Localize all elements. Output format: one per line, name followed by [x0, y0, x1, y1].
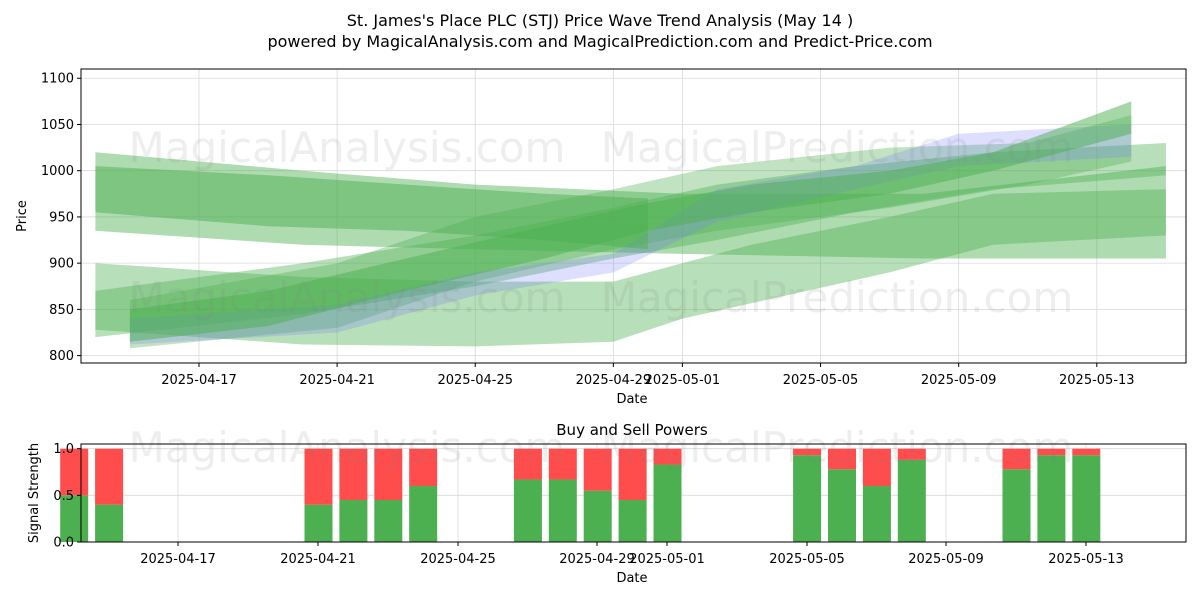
signal-x-tick-label: 2025-04-25 [420, 552, 496, 567]
signal-x-axis-label: Date [616, 571, 647, 586]
buy-power-bar [1072, 455, 1101, 542]
sell-power-bar [548, 448, 577, 480]
signal-x-tick-label: 2025-05-05 [769, 552, 845, 567]
price-y-axis-label: Price [15, 200, 30, 232]
watermark-prediction-bottom: MagicalPrediction.com [601, 423, 1074, 472]
sell-power-bar [1072, 448, 1101, 456]
watermark-analysis-top: MagicalAnalysis.com [129, 123, 566, 172]
price-y-tick-label: 1050 [41, 118, 74, 133]
watermark-analysis-bottom: MagicalAnalysis.com [129, 423, 566, 472]
price-x-tick-label: 2025-05-01 [645, 373, 721, 388]
buy-power-bar [548, 479, 577, 542]
buy-power-bar [374, 500, 403, 542]
signal-panel: Buy and Sell Powers MagicalAnalysis.com … [27, 421, 1187, 586]
signal-x-tick-label: 2025-04-17 [140, 552, 216, 567]
buy-power-bar [828, 469, 856, 542]
signal-y-tick-label: 0.0 [53, 536, 74, 551]
price-x-tick-label: 2025-04-29 [576, 373, 652, 388]
signal-title: Buy and Sell Powers [556, 421, 708, 439]
watermark-prediction-top: MagicalPrediction.com [601, 123, 1074, 172]
price-plot-frame [80, 68, 1187, 364]
sell-power-bar [60, 448, 89, 496]
buy-power-bar [513, 479, 542, 542]
price-y-tick-label: 800 [49, 349, 74, 364]
price-panel: MagicalAnalysis.com MagicalPrediction.co… [15, 68, 1187, 407]
sell-power-bar [1037, 448, 1066, 456]
sell-power-bar [897, 448, 926, 460]
buy-power-bar [618, 500, 647, 542]
sell-power-bar [374, 448, 403, 500]
sell-power-bar [653, 448, 682, 465]
buy-power-bar [60, 495, 89, 542]
price-x-tick-label: 2025-05-13 [1059, 373, 1135, 388]
price-y-tick-label: 1000 [41, 164, 74, 179]
price-x-ticks: 2025-04-17 2025-04-21 2025-04-25 2025-04-29… [161, 363, 1135, 388]
watermark-prediction-mid: MagicalPrediction.com [601, 273, 1074, 322]
price-x-tick-label: 2025-05-05 [783, 373, 859, 388]
buy-power-bar [897, 459, 926, 542]
price-x-tick-label: 2025-05-09 [921, 373, 997, 388]
signal-x-tick-label: 2025-05-01 [629, 552, 705, 567]
signal-x-tick-label: 2025-05-09 [908, 552, 984, 567]
signal-x-tick-label: 2025-04-29 [559, 552, 635, 567]
buy-power-bar [304, 504, 333, 542]
sell-power-bar [1002, 448, 1031, 470]
price-x-tick-label: 2025-04-21 [299, 373, 375, 388]
sell-power-bar [862, 448, 891, 486]
watermark-analysis-mid: MagicalAnalysis.com [129, 273, 566, 322]
buy-power-bar [95, 504, 124, 542]
sell-power-bar [339, 448, 368, 500]
price-wave-band-2 [95, 189, 1166, 347]
signal-bars [60, 448, 1101, 542]
buy-power-bar [583, 490, 612, 542]
buy-power-bar [1002, 469, 1031, 542]
price-y-tick-label: 850 [49, 303, 74, 318]
price-y-tick-label: 950 [49, 210, 74, 225]
buy-power-bar [1037, 455, 1066, 542]
buy-power-bar [793, 455, 822, 542]
signal-x-tick-label: 2025-04-21 [280, 552, 356, 567]
price-x-axis-label: Date [616, 392, 647, 407]
buy-power-bar [409, 486, 438, 542]
price-x-tick-label: 2025-04-25 [437, 373, 513, 388]
price-grid [81, 69, 1186, 363]
signal-x-ticks: 2025-04-17 2025-04-21 2025-04-25 2025-04-29… [140, 542, 1124, 567]
signal-y-ticks: 0.0 0.5 1.0 [53, 442, 81, 551]
signal-x-tick-label: 2025-05-13 [1048, 552, 1124, 567]
chart-subtitle: powered by MagicalAnalysis.com and Magic… [267, 32, 932, 51]
sell-power-bar [793, 448, 822, 456]
sell-power-bar [828, 448, 856, 470]
sell-power-bar [304, 448, 333, 505]
price-x-tick-label: 2025-04-17 [161, 373, 237, 388]
price-bands [95, 101, 1166, 349]
buy-power-bar [653, 464, 682, 542]
price-y-ticks: 800 850 900 950 1000 1050 1100 [41, 72, 81, 364]
chart-title: St. James's Place PLC (STJ) Price Wave T… [347, 11, 853, 30]
buy-power-bar [339, 500, 368, 542]
sell-power-bar [513, 448, 542, 480]
buy-power-bar [862, 486, 891, 542]
signal-y-tick-label: 1.0 [53, 442, 74, 457]
price-y-tick-label: 1100 [41, 72, 74, 87]
sell-power-bar [583, 448, 612, 491]
sell-power-bar [409, 448, 438, 486]
sell-power-bar [618, 448, 647, 500]
price-y-tick-label: 900 [49, 257, 74, 272]
signal-y-axis-label: Signal Strength [27, 443, 42, 543]
sell-power-bar [95, 448, 124, 505]
price-wave-band-7 [95, 166, 648, 250]
signal-plot-frame [80, 443, 1187, 543]
signal-y-tick-label: 0.5 [53, 489, 74, 504]
